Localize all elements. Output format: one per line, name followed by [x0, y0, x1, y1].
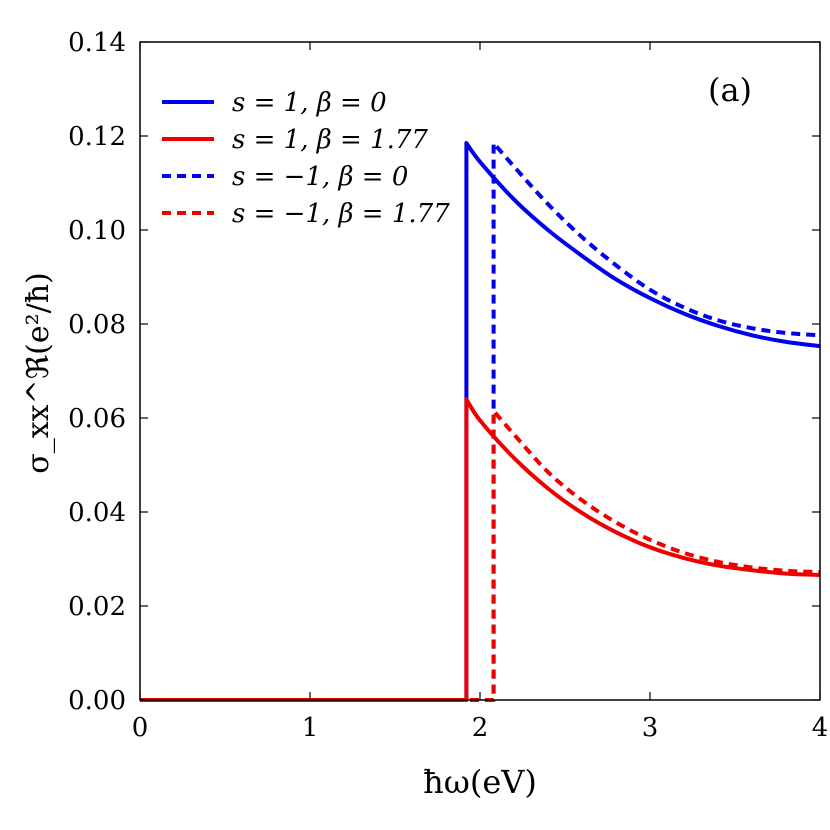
- y-tick-label: 0.02: [68, 592, 126, 622]
- y-tick-label: 0.12: [68, 122, 126, 152]
- series-line-2: [140, 397, 821, 702]
- x-axis-label: ħω(eV): [423, 763, 537, 801]
- y-tick-label: 0.08: [68, 310, 126, 340]
- legend: s = 1, β = 0 s = 1, β = 1.77 s = −1, β = 0…: [162, 88, 450, 229]
- x-tick-label: 3: [642, 713, 659, 743]
- series-layer: [140, 141, 821, 702]
- series-line-3: [140, 141, 821, 702]
- legend-entry-2: s = 1, β = 1.77: [232, 125, 428, 155]
- y-tick-label: 0.10: [68, 216, 126, 246]
- x-tick-label: 4: [812, 713, 829, 743]
- y-tick-label: 0.06: [68, 404, 126, 434]
- y-axis-label: σ_xx^ℜ(e²/ħ): [21, 272, 56, 474]
- y-tick-label: 0.00: [68, 686, 126, 716]
- x-tick-label: 2: [472, 713, 489, 743]
- y-tick-label: 0.14: [68, 28, 126, 58]
- legend-entry-3: s = −1, β = 0: [232, 162, 408, 192]
- plot-frame: [139, 41, 821, 701]
- x-tick-label: 1: [302, 713, 319, 743]
- legend-entry-4: s = −1, β = 1.77: [232, 199, 450, 229]
- series-line-4: [140, 408, 821, 702]
- legend-entry-1: s = 1, β = 0: [232, 88, 387, 118]
- ticks-layer: 0 1 2 3 4 0.00 0.02 0.04 0.06 0.08 0.10 0.12 0.14: [68, 28, 828, 743]
- y-tick-label: 0.04: [68, 498, 126, 528]
- panel-label: (a): [708, 71, 752, 109]
- x-tick-label: 0: [132, 713, 149, 743]
- series-line-1: [140, 141, 821, 702]
